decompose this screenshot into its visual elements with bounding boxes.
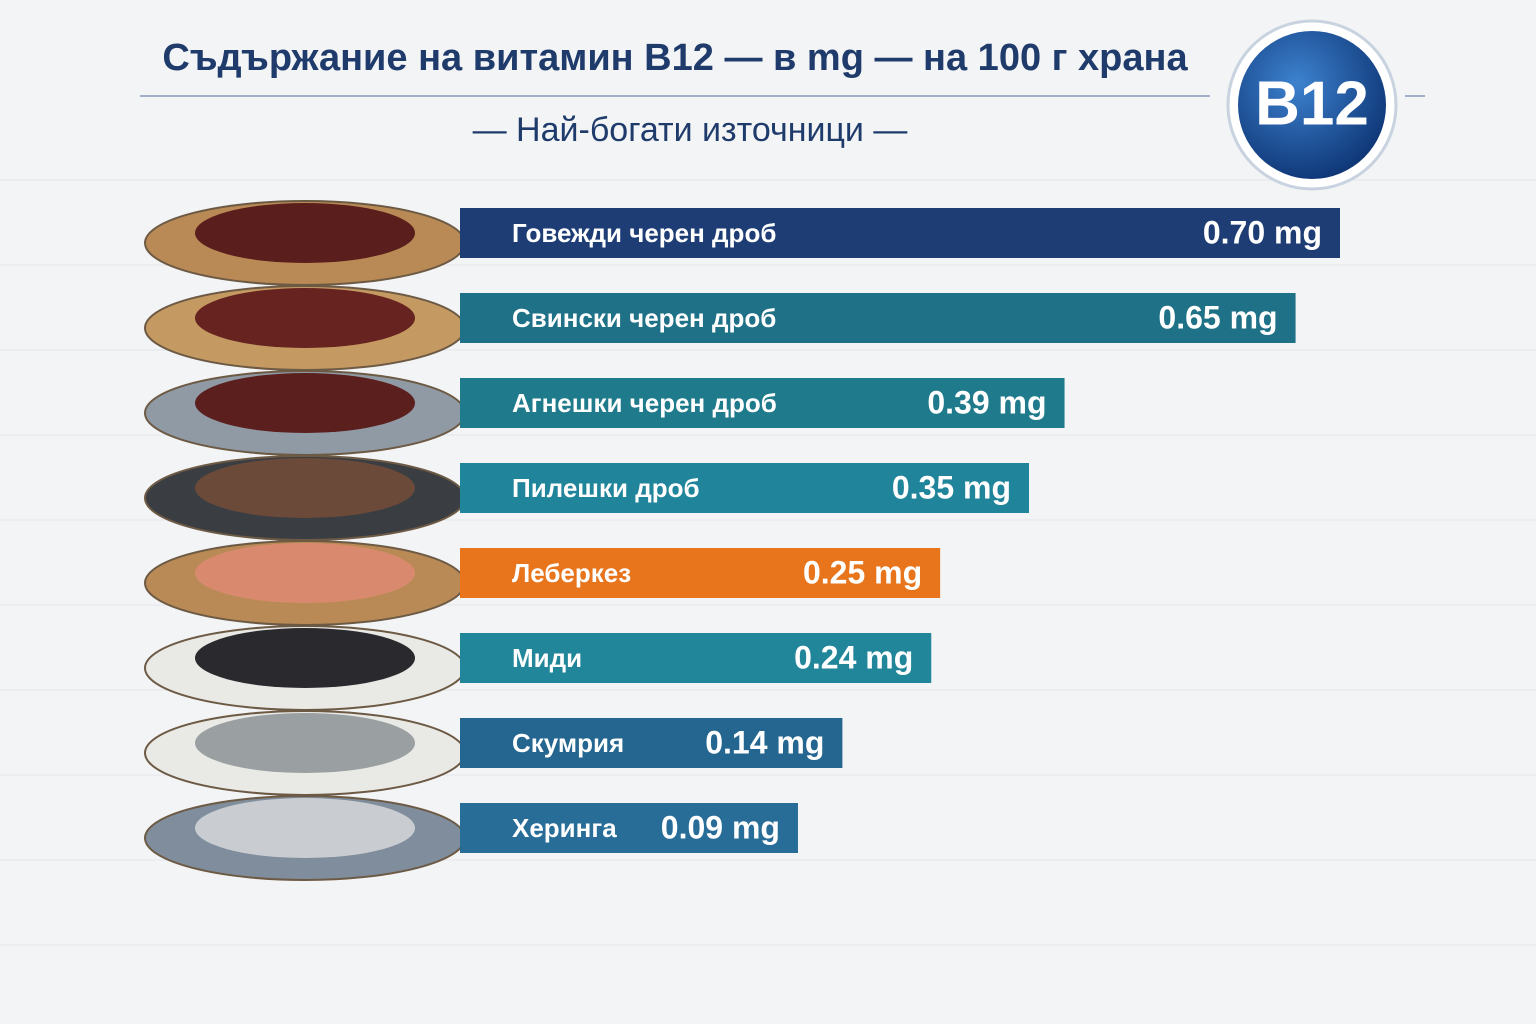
bar [460, 633, 932, 683]
value-label: 0.39 mg [927, 384, 1046, 420]
bar [460, 293, 1296, 343]
category-label: Скумрия [512, 728, 624, 758]
value-label: 0.25 mg [803, 554, 922, 590]
bar [460, 208, 1340, 258]
value-label: 0.35 mg [892, 469, 1011, 505]
food [195, 628, 415, 688]
bar [460, 548, 941, 598]
value-label: 0.14 mg [705, 724, 824, 760]
value-label: 0.70 mg [1203, 214, 1322, 250]
category-label: Говежди черен дроб [512, 218, 776, 248]
value-label: 0.24 mg [794, 639, 913, 675]
category-label: Херинга [512, 813, 617, 843]
category-label: Агнешки черен дроб [512, 388, 777, 418]
bar [460, 718, 843, 768]
food [195, 458, 415, 518]
bar [460, 463, 1029, 513]
badge-label: B12 [1255, 69, 1369, 138]
category-label: Леберкез [512, 558, 631, 588]
food [195, 798, 415, 858]
chart-title: Съдържание на витамин B12 — в mg — на 10… [162, 37, 1188, 79]
food [195, 543, 415, 603]
food [195, 203, 415, 263]
chart-subtitle: — Най-богати източници — [473, 111, 908, 149]
category-label: Пилешки дроб [512, 473, 700, 503]
category-label: Свински черен дроб [512, 303, 776, 333]
food [195, 373, 415, 433]
category-label: Миди [512, 643, 582, 673]
food [195, 713, 415, 773]
value-label: 0.09 mg [661, 809, 780, 845]
bar [460, 378, 1065, 428]
bar [460, 803, 798, 853]
food [195, 288, 415, 348]
value-label: 0.65 mg [1158, 299, 1277, 335]
badge [1238, 31, 1386, 179]
